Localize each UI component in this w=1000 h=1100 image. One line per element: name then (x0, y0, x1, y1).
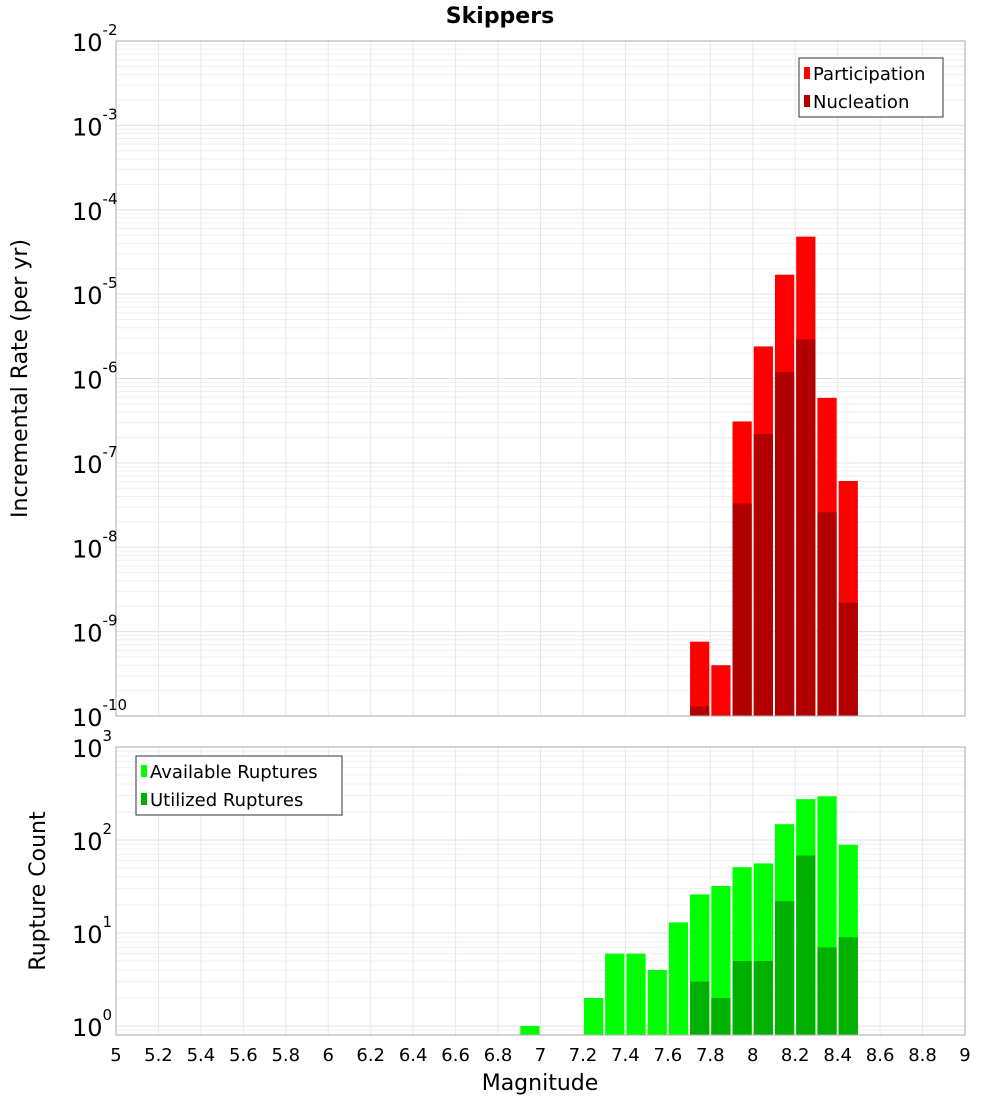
bar-utilized-ruptures (732, 960, 752, 1035)
y-tick-label: 100 (72, 1006, 112, 1042)
legend-label: Nucleation (813, 92, 909, 113)
x-tick-label: 7.2 (569, 1045, 598, 1066)
bar-available-ruptures (626, 953, 646, 1035)
bar-utilized-ruptures (817, 947, 837, 1035)
bar-nucleation (774, 371, 795, 716)
bar-utilized-ruptures (753, 960, 773, 1035)
x-tick-label: 6.8 (484, 1045, 513, 1066)
chart-title: Skippers (446, 4, 554, 29)
y-tick-label: 10-9 (72, 612, 118, 648)
legend: Participation Nucleation (798, 57, 944, 118)
y-tick-label: 10-7 (72, 443, 118, 479)
x-tick-label: 7.4 (611, 1045, 640, 1066)
legend-swatch (141, 765, 147, 777)
bar-nucleation (690, 706, 710, 716)
bar-available-ruptures (668, 922, 689, 1035)
bar-utilized-ruptures (690, 981, 710, 1035)
bar-nucleation (838, 602, 858, 716)
bar-available-ruptures (520, 1025, 540, 1035)
legend-box (798, 57, 944, 118)
x-tick-label: 5.4 (187, 1045, 216, 1066)
legend-label: Utilized Ruptures (150, 790, 303, 811)
legend: Available Ruptures Utilized Ruptures (135, 755, 343, 816)
y-tick-label: 10-5 (72, 274, 118, 310)
legend-box (135, 755, 343, 816)
y-tick-label: 101 (72, 913, 112, 949)
x-axis-label: Magnitude (482, 1071, 599, 1096)
panel-1: 10-2 10-3 10-4 10-5 10-6 10-7 10-8 10-9 10-10 Inc… (8, 21, 966, 732)
x-tick-label: 8 (747, 1045, 758, 1066)
bar-nucleation (732, 503, 752, 716)
bar-participation (690, 641, 710, 716)
x-tick-label: 9 (959, 1045, 970, 1066)
legend-swatch (804, 67, 810, 79)
y-tick-label: 10-2 (72, 21, 118, 57)
legend-swatch (141, 793, 147, 805)
x-tick-label: 5 (110, 1045, 121, 1066)
y-tick-label: 10-3 (72, 105, 118, 141)
bar-utilized-ruptures (838, 937, 858, 1035)
bar-utilized-ruptures (711, 997, 731, 1035)
x-tick-label: 6.2 (356, 1045, 385, 1066)
x-tick-label: 7.6 (654, 1045, 683, 1066)
y-axis-label: Incremental Rate (per yr) (8, 239, 33, 518)
bar-available-ruptures (605, 953, 625, 1035)
y-tick-label: 102 (72, 820, 112, 856)
x-tick-label: 7.8 (696, 1045, 725, 1066)
x-tick-label: 8.8 (908, 1045, 937, 1066)
legend-label: Participation (813, 64, 925, 85)
bar-nucleation (817, 512, 837, 716)
x-tick-label: 7 (535, 1045, 546, 1066)
bar-nucleation (753, 433, 773, 716)
plot-frame (115, 746, 966, 1036)
bar-available-ruptures (711, 886, 731, 1035)
legend-swatch (804, 95, 810, 107)
y-tick-label: 10-10 (72, 696, 127, 732)
bar-available-ruptures (647, 969, 667, 1035)
bar-utilized-ruptures (774, 901, 795, 1035)
x-tick-label: 5.2 (144, 1045, 173, 1066)
plot-frame (115, 40, 966, 717)
y-tick-label: 10-6 (72, 359, 118, 395)
y-axis-label: Rupture Count (26, 811, 51, 971)
bar-utilized-ruptures (796, 855, 816, 1035)
x-tick-label: 6.4 (399, 1045, 428, 1066)
x-tick-label: 8.6 (866, 1045, 895, 1066)
x-tick-label: 6.6 (441, 1045, 470, 1066)
x-tick-label: 6 (323, 1045, 334, 1066)
y-tick-label: 10-8 (72, 527, 118, 563)
panel-2: 103 102 101 100 Rupture Count Available Ruptu… (26, 727, 966, 1042)
bar-nucleation (796, 339, 816, 716)
x-tick-label: 8.2 (781, 1045, 810, 1066)
y-tick-label: 10-4 (72, 190, 118, 226)
y-tick-label: 103 (72, 727, 112, 763)
x-tick-label: 8.4 (823, 1045, 852, 1066)
x-tick-label: 5.8 (271, 1045, 300, 1066)
x-tick-label: 5.6 (229, 1045, 258, 1066)
bar-participation (711, 665, 731, 716)
bar-available-ruptures (583, 997, 604, 1035)
legend-label: Available Ruptures (150, 762, 318, 783)
